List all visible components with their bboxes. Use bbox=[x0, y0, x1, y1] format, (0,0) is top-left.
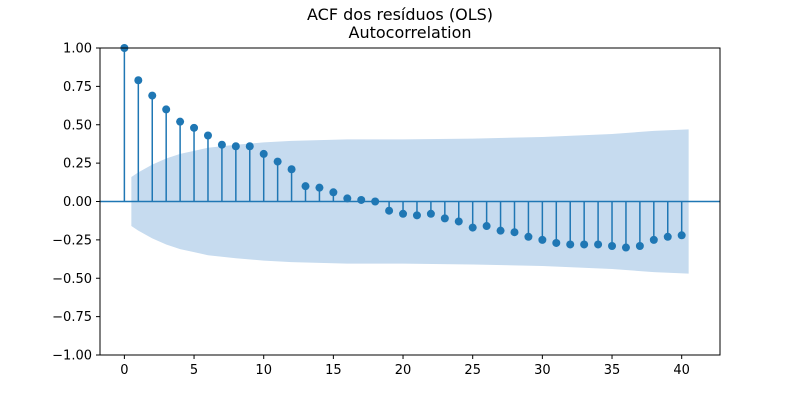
acf-point bbox=[649, 235, 658, 244]
x-tick-label: 15 bbox=[325, 363, 342, 378]
y-tick-label: 0.75 bbox=[63, 80, 92, 95]
acf-point bbox=[134, 76, 143, 85]
acf-point bbox=[148, 91, 157, 100]
y-tick-label: −0.50 bbox=[52, 272, 92, 287]
acf-point bbox=[594, 240, 603, 249]
acf-point bbox=[440, 214, 449, 223]
acf-point bbox=[287, 165, 296, 174]
figure-suptitle: ACF dos resíduos (OLS) bbox=[307, 5, 493, 24]
acf-point bbox=[190, 123, 199, 132]
acf-point bbox=[162, 105, 171, 114]
y-tick-label: 0.50 bbox=[63, 118, 92, 133]
x-tick-label: 40 bbox=[673, 363, 690, 378]
acf-point bbox=[454, 217, 463, 226]
acf-point bbox=[677, 231, 686, 240]
acf-point bbox=[580, 240, 589, 249]
x-tick-label: 5 bbox=[190, 363, 198, 378]
chart-title: Autocorrelation bbox=[348, 23, 472, 42]
acf-point bbox=[385, 206, 394, 215]
acf-point bbox=[635, 242, 644, 251]
y-tick-label: −1.00 bbox=[52, 349, 92, 364]
acf-point bbox=[217, 140, 226, 149]
acf-point bbox=[468, 223, 477, 232]
axis-layer: 0 5 10 15 20 25 30 35 40 −1.00 −0.75 −0.50 −0.25 0.00… bbox=[52, 42, 721, 378]
acf-point bbox=[552, 238, 561, 247]
x-tick-label: 35 bbox=[604, 363, 621, 378]
acf-point bbox=[482, 222, 491, 231]
acf-point bbox=[412, 211, 421, 220]
y-tick-label: 0.00 bbox=[63, 195, 92, 210]
acf-point bbox=[510, 228, 519, 237]
acf-point bbox=[343, 194, 352, 203]
acf-point bbox=[203, 131, 212, 140]
y-tick-label: −0.75 bbox=[52, 310, 92, 325]
acf-point bbox=[315, 183, 324, 192]
acf-point bbox=[176, 117, 185, 126]
acf-point bbox=[524, 232, 533, 241]
y-tick-label: −0.25 bbox=[52, 233, 92, 248]
acf-point bbox=[663, 232, 672, 241]
acf-point bbox=[399, 209, 408, 218]
acf-point bbox=[273, 157, 282, 166]
acf-point bbox=[357, 195, 366, 204]
x-tick-label: 30 bbox=[534, 363, 551, 378]
stem-layer bbox=[100, 44, 720, 252]
acf-point bbox=[259, 149, 268, 158]
acf-point bbox=[566, 240, 575, 249]
x-tick-label: 0 bbox=[120, 363, 128, 378]
acf-point bbox=[608, 242, 617, 251]
acf-point bbox=[329, 188, 338, 197]
x-tick-label: 25 bbox=[464, 363, 481, 378]
acf-point bbox=[538, 235, 547, 244]
acf-point bbox=[371, 197, 380, 206]
acf-point bbox=[231, 142, 240, 151]
x-tick-label: 10 bbox=[255, 363, 272, 378]
acf-point bbox=[301, 182, 310, 191]
acf-point bbox=[496, 226, 505, 235]
acf-point bbox=[621, 243, 630, 252]
acf-point bbox=[426, 209, 435, 218]
y-tick-label: 1.00 bbox=[63, 42, 92, 57]
acf-point bbox=[245, 142, 254, 151]
x-tick-label: 20 bbox=[395, 363, 412, 378]
y-tick-label: 0.25 bbox=[63, 157, 92, 172]
